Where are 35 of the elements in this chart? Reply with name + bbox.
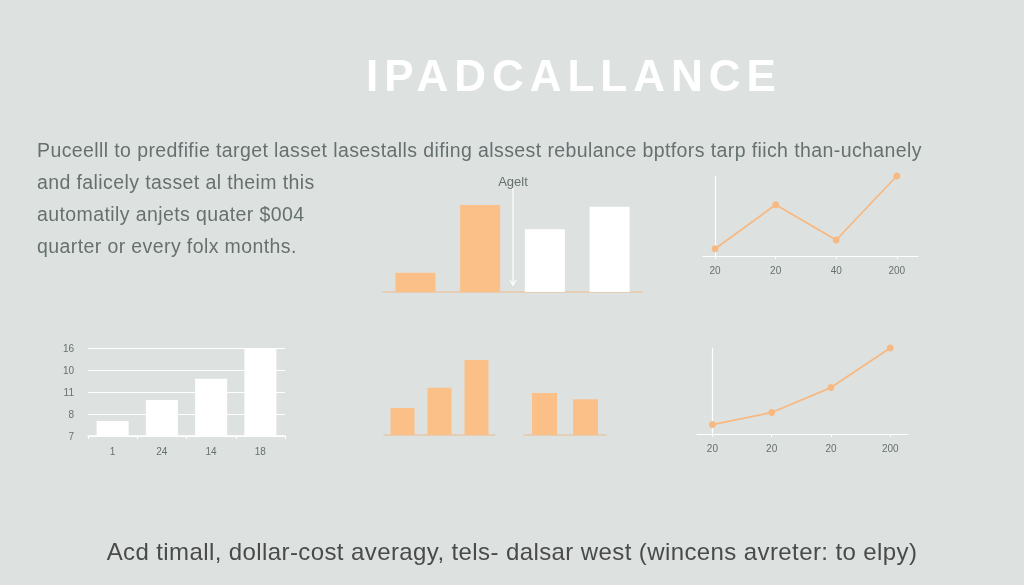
text: quarter or every folx months. <box>37 234 298 259</box>
bar <box>524 229 565 292</box>
x-tick-label: 24 <box>156 445 168 457</box>
point <box>832 236 840 244</box>
text: and falicely tasset al theim this <box>37 171 315 193</box>
bar <box>460 205 501 292</box>
text: automatily anjets quater $004 <box>37 202 306 227</box>
point <box>893 172 901 180</box>
text: 8 <box>68 408 75 420</box>
text: 10 <box>62 364 75 376</box>
x-tick-label: 40 <box>830 264 843 276</box>
x-tick-label: 18 <box>254 445 267 457</box>
point <box>768 409 776 416</box>
x-tick-label: 20 <box>709 264 722 276</box>
text: 11 <box>63 386 75 398</box>
bar <box>395 272 436 292</box>
point <box>772 201 780 209</box>
x-tick-label: 1 <box>109 445 116 457</box>
x-tick-label: 20 <box>706 442 719 454</box>
text: Agelt <box>498 173 529 189</box>
text: Puceelll to predfifie target lasset lasestalls difing alssest rebulance bptfors tarp fiich than-uchanely <box>37 138 922 163</box>
x-tick-label: 200 <box>881 442 899 454</box>
x-tick-label: 200 <box>888 264 906 276</box>
x-tick-label: 14 <box>205 445 218 457</box>
point <box>886 344 894 352</box>
text: 7 <box>68 430 75 442</box>
x-tick-label: 20 <box>770 264 782 276</box>
x-tick-label: 20 <box>825 442 837 454</box>
bar <box>589 206 630 292</box>
point <box>708 421 716 429</box>
text: 16 <box>62 342 75 354</box>
point <box>827 384 835 392</box>
point <box>711 245 719 253</box>
text: Acd timall, dollar-cost averagy, tels- dalsar west (wincens avreter: to elpy) <box>105 538 919 566</box>
x-tick-label: 20 <box>766 442 778 454</box>
